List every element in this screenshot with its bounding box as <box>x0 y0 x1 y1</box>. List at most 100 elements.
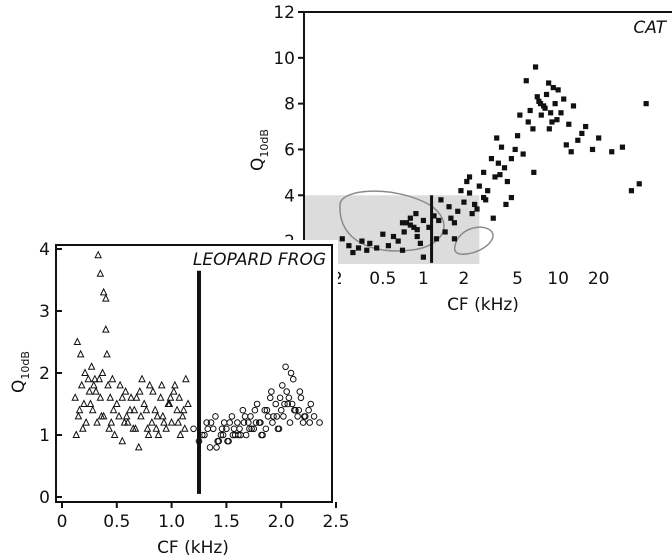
cat-data-point <box>561 96 567 102</box>
frog-triangle-point <box>179 405 188 414</box>
cat-x-tick-label: 1 <box>418 269 429 289</box>
frog-triangle-point <box>176 430 185 438</box>
cat-data-point <box>464 178 470 185</box>
cat-x-axis-label: CF (kHz) <box>447 295 519 315</box>
frog-triangle-point <box>120 417 129 426</box>
frog-triangle-point <box>153 411 162 420</box>
cat-y-axis-label-main: Q <box>248 158 268 171</box>
frog-circle-point <box>262 425 270 433</box>
frog-triangle-point <box>92 386 100 395</box>
frog-circle-point <box>295 406 303 414</box>
cat-y-tick-label: 4 <box>284 186 295 206</box>
frog-x-tick-label: 0.5 <box>103 512 130 532</box>
frog-triangle-point <box>85 386 94 395</box>
frog-triangle-point <box>89 380 98 389</box>
frog-circle-point <box>305 406 312 414</box>
cat-data-point <box>390 233 397 240</box>
frog-x-tick-label: 1.0 <box>158 512 185 532</box>
cat-points <box>309 64 649 265</box>
frog-circle-point <box>280 413 287 420</box>
cat-x-tick-label: 2 <box>459 269 470 289</box>
frog-circle-point <box>239 406 247 414</box>
frog-circle-point <box>296 388 304 395</box>
frog-points <box>71 250 323 451</box>
frog-circle-point <box>250 425 258 433</box>
cat-data-point <box>550 85 556 91</box>
frog-triangle-point <box>131 424 140 432</box>
cat-data-point <box>490 215 496 221</box>
cat-data-point <box>596 135 602 141</box>
frog-circle-point <box>300 413 308 420</box>
frog-triangle-point <box>118 436 127 445</box>
frog-triangle-point <box>98 368 107 376</box>
cat-data-point <box>498 144 505 150</box>
frog-circle-point <box>217 431 225 439</box>
cat-data-point <box>579 130 585 137</box>
frog-circle-point <box>288 400 296 408</box>
cat-y-tick-label: 8 <box>284 95 295 115</box>
frog-circle-point <box>251 406 259 414</box>
frog-circle-point <box>240 419 248 426</box>
frog-triangle-point <box>136 386 144 395</box>
frog-circle-point <box>261 406 269 414</box>
cat-x-tick-label: 5 <box>512 269 523 289</box>
frog-triangle-point <box>88 405 97 414</box>
frog-triangle-point <box>164 399 173 407</box>
frog-circle-point <box>263 406 271 414</box>
frog-circle-point <box>277 406 285 414</box>
frog-triangle-point <box>104 380 112 389</box>
frog-triangle-point <box>182 374 190 383</box>
frog-triangle-point <box>102 293 110 302</box>
frog-circle-point <box>310 413 318 420</box>
frog-triangle-point <box>122 411 131 420</box>
cat-data-point <box>359 238 365 244</box>
frog-triangle-point <box>126 405 134 414</box>
frog-y-axis-label: Q10dB <box>9 351 32 393</box>
cat-x-tick-label: 20 <box>588 269 610 289</box>
cat-data-point <box>636 181 642 187</box>
cat-panel-title: CAT <box>633 18 667 38</box>
cat-data-point <box>537 101 544 107</box>
cat-data-point <box>466 190 473 196</box>
cat-y-tick-label: 12 <box>273 3 295 23</box>
frog-x-tick-label: 1.5 <box>213 512 240 532</box>
frog-triangle-point <box>156 393 165 401</box>
frog-panel: 0 1 2 3 4 0 0.5 1.0 1.5 2.0 2.5 LEOPARD FROG CF (… <box>9 240 350 558</box>
frog-circle-point <box>206 444 214 451</box>
frog-triangle-point <box>112 399 121 407</box>
frog-triangle-point <box>166 393 175 401</box>
frog-circle-point <box>219 431 227 439</box>
cat-y-tick-label: 10 <box>273 49 295 69</box>
frog-x-tick-label: 0 <box>57 512 68 532</box>
cat-data-point <box>503 201 509 208</box>
frog-triangle-point <box>130 405 139 414</box>
frog-panel-background <box>52 240 338 522</box>
cat-data-point <box>411 224 417 230</box>
frog-circle-point <box>292 406 299 414</box>
frog-triangle-point <box>105 424 113 432</box>
cat-data-point <box>563 142 569 148</box>
cat-data-point <box>548 110 554 116</box>
frog-triangle-point <box>71 393 79 401</box>
frog-circle-point <box>316 419 323 426</box>
frog-circle-point <box>268 388 275 395</box>
cat-data-point <box>546 126 552 132</box>
cat-data-point <box>508 156 515 162</box>
frog-circle-point <box>245 419 252 426</box>
frog-triangle-point <box>72 430 81 438</box>
frog-circle-point <box>246 425 253 433</box>
frog-triangle-point <box>134 442 143 451</box>
cat-data-point <box>549 119 555 125</box>
cat-data-point <box>568 149 574 155</box>
cat-data-point <box>554 117 560 123</box>
frog-circle-point <box>273 413 281 420</box>
frog-triangle-point <box>97 411 106 420</box>
cat-data-point <box>512 146 518 153</box>
frog-y-tick-label: 2 <box>39 364 50 384</box>
cat-data-point <box>481 194 487 201</box>
frog-triangle-point <box>96 269 105 277</box>
frog-circle-point <box>203 419 210 426</box>
frog-triangle-point <box>96 393 105 401</box>
frog-circle-point <box>252 419 260 426</box>
frog-y-tick-label: 1 <box>39 426 50 446</box>
